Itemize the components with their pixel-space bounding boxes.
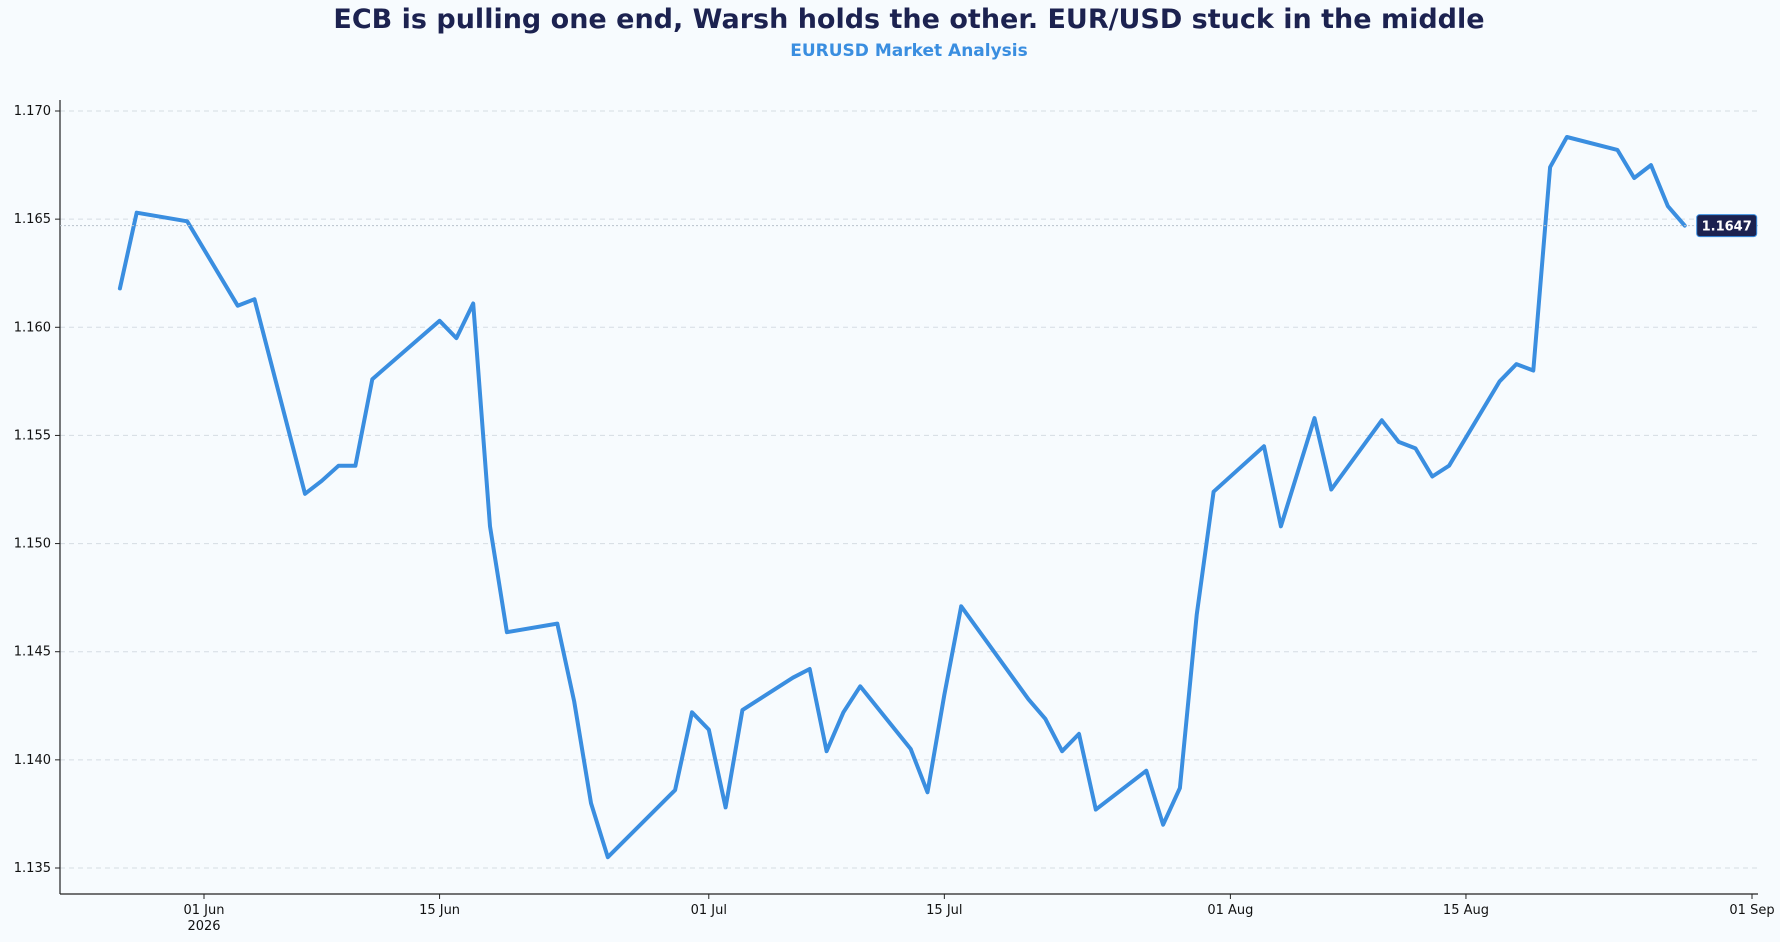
last-value-badge bbox=[1696, 214, 1758, 238]
data-point bbox=[438, 319, 442, 323]
data-point bbox=[1514, 362, 1518, 366]
data-point bbox=[926, 790, 930, 794]
data-point bbox=[1430, 475, 1434, 479]
data-point bbox=[690, 710, 694, 714]
data-point bbox=[858, 684, 862, 688]
data-point bbox=[488, 524, 492, 528]
value-labels: 1.1647 bbox=[60, 214, 1758, 238]
data-point bbox=[185, 219, 189, 223]
x-tick-label: 15 Jun bbox=[419, 903, 460, 918]
data-point bbox=[606, 855, 610, 859]
data-point bbox=[1077, 732, 1081, 736]
gridlines bbox=[60, 110, 1758, 869]
data-point bbox=[320, 479, 324, 483]
data-point bbox=[1397, 440, 1401, 444]
data-point bbox=[1043, 717, 1047, 721]
data-point bbox=[1666, 204, 1670, 208]
data-point bbox=[909, 747, 913, 751]
x-tick-label: 15 Jul bbox=[926, 903, 962, 918]
data-point bbox=[1060, 749, 1064, 753]
x-tick-label: 01 Aug bbox=[1207, 903, 1253, 918]
data-point bbox=[236, 304, 240, 308]
data-point bbox=[1144, 769, 1148, 773]
data-point bbox=[942, 693, 946, 697]
data-point bbox=[1094, 808, 1098, 812]
data-point bbox=[370, 377, 374, 381]
y-tick-label: 1.150 bbox=[14, 537, 51, 552]
data-point bbox=[353, 464, 357, 468]
x-tick-sublabel: 2026 bbox=[187, 919, 220, 934]
data-point bbox=[1548, 165, 1552, 169]
y-tick-label: 1.135 bbox=[14, 861, 51, 876]
data-point bbox=[589, 801, 593, 805]
data-point bbox=[959, 604, 963, 608]
chart-title: ECB is pulling one end, Warsh holds the … bbox=[333, 4, 1485, 35]
data-point bbox=[572, 699, 576, 703]
data-point bbox=[1632, 176, 1636, 180]
y-tick-label: 1.140 bbox=[14, 753, 51, 768]
x-tick-label: 15 Aug bbox=[1443, 903, 1489, 918]
data-point bbox=[1262, 444, 1266, 448]
x-tick-label: 01 Jun bbox=[184, 903, 225, 918]
last-value-label: 1.1647 bbox=[1702, 220, 1752, 235]
data-point bbox=[740, 708, 744, 712]
data-point bbox=[707, 728, 711, 732]
data-point bbox=[1413, 446, 1417, 450]
data-point bbox=[1615, 148, 1619, 152]
data-point bbox=[1531, 369, 1535, 373]
y-tick-label: 1.155 bbox=[14, 428, 51, 443]
x-tick-label: 01 Sep bbox=[1729, 903, 1774, 918]
x-tick-label: 01 Jul bbox=[691, 903, 727, 918]
data-point bbox=[1296, 470, 1300, 474]
data-point bbox=[454, 336, 458, 340]
data-point bbox=[808, 667, 812, 671]
y-tick-label: 1.145 bbox=[14, 645, 51, 660]
data-point bbox=[1195, 613, 1199, 617]
data-point bbox=[1313, 416, 1317, 420]
data-point bbox=[724, 805, 728, 809]
axes: 1.135 1.140 1.145 1.150 1.155 1.160 1.165 1.170… bbox=[14, 100, 1775, 934]
data-point bbox=[825, 749, 829, 753]
y-tick-label: 1.170 bbox=[14, 104, 51, 119]
y-tick-label: 1.165 bbox=[14, 212, 51, 227]
data-point bbox=[1329, 488, 1333, 492]
data-point bbox=[1279, 524, 1283, 528]
data-point bbox=[337, 464, 341, 468]
data-point bbox=[1178, 786, 1182, 790]
data-point bbox=[252, 297, 256, 301]
data-point bbox=[555, 622, 559, 626]
data-point bbox=[1026, 697, 1030, 701]
data-point bbox=[303, 492, 307, 496]
data-point bbox=[1161, 823, 1165, 827]
data-point bbox=[841, 710, 845, 714]
data-point bbox=[1212, 490, 1216, 494]
data-point bbox=[1447, 464, 1451, 468]
data-point bbox=[673, 788, 677, 792]
data-point bbox=[791, 676, 795, 680]
data-point bbox=[1380, 418, 1384, 422]
series bbox=[117, 135, 1687, 860]
data-point bbox=[1649, 163, 1653, 167]
data-point bbox=[135, 211, 139, 215]
data-point bbox=[118, 286, 122, 290]
chart-subtitle: EURUSD Market Analysis bbox=[790, 41, 1028, 61]
data-point bbox=[505, 630, 509, 634]
y-tick-label: 1.160 bbox=[14, 320, 51, 335]
data-point bbox=[1565, 135, 1569, 139]
price-line bbox=[117, 135, 1687, 860]
data-point bbox=[1498, 379, 1502, 383]
data-point bbox=[471, 301, 475, 305]
